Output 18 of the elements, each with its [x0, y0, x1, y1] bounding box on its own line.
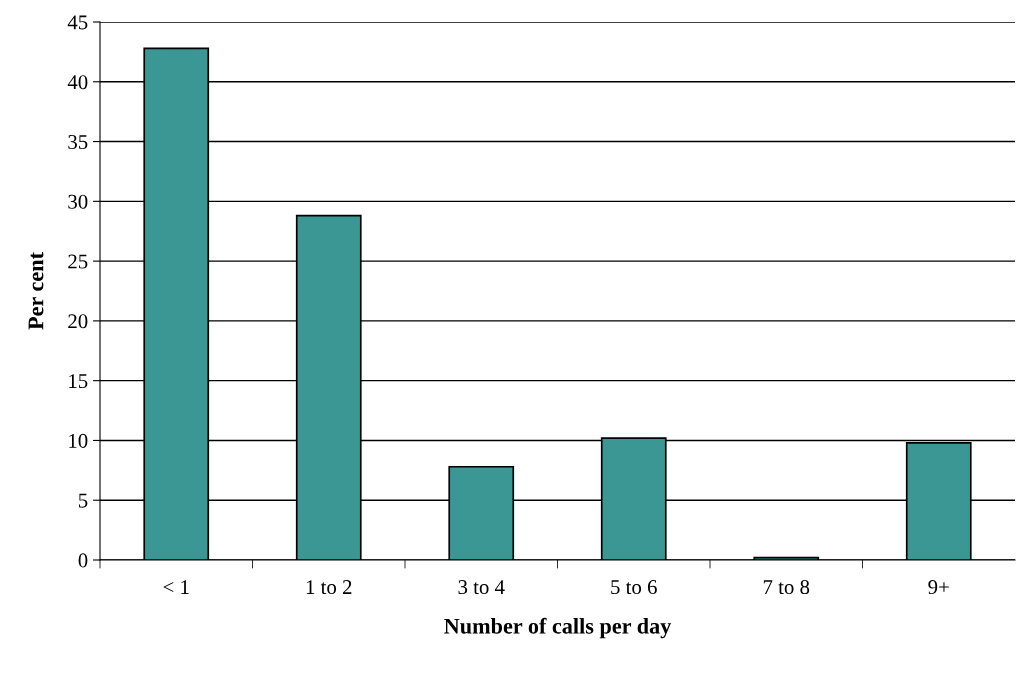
y-tick-label: 25 [68, 254, 88, 269]
y-tick-label: 45 [67, 15, 88, 30]
x-tick-label: 5 to 6 [611, 580, 657, 595]
y-tick-label: 5 [78, 493, 88, 508]
y-tick-label: 10 [69, 433, 88, 448]
x-axis-title: Number of calls per day [444, 617, 672, 639]
x-tick-label: 3 to 4 [458, 580, 505, 595]
y-tick-label: 20 [68, 314, 88, 329]
y-axis-title: Per cent [28, 252, 44, 330]
x-tick-label: 7 to 8 [763, 580, 810, 595]
y-tick-label: 30 [68, 194, 88, 209]
x-tick-label: 9+ [928, 580, 949, 595]
y-tick-label: 40 [67, 75, 88, 90]
x-tick-label: < 1 [163, 580, 189, 594]
x-tick-label: 1 to 2 [306, 580, 352, 595]
y-tick-label: 15 [69, 374, 88, 389]
y-tick-label: 35 [68, 134, 88, 149]
y-tick-label: 0 [78, 553, 88, 568]
